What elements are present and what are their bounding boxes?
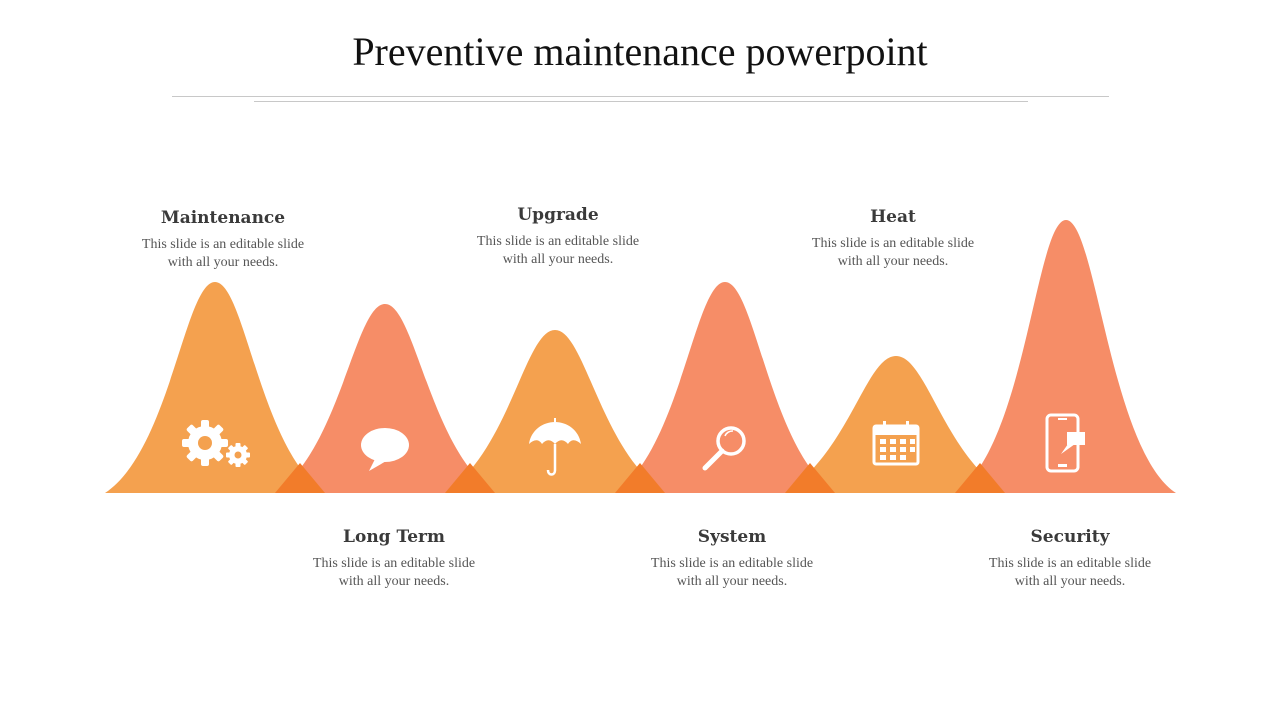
page-title: Preventive maintenance powerpoint <box>352 29 928 74</box>
item-system: System This slide is an editable slide w… <box>632 527 832 591</box>
item-security: Security This slide is an editable slide… <box>970 527 1170 591</box>
item-heading: Upgrade <box>517 205 599 225</box>
item-maintenance: Maintenance This slide is an editable sl… <box>123 208 323 272</box>
overlap-3 <box>615 463 665 493</box>
overlap-2 <box>445 463 495 493</box>
item-upgrade: Upgrade This slide is an editable slide … <box>458 205 658 269</box>
peak-system <box>615 282 835 493</box>
umbrella-icon <box>529 418 581 476</box>
item-heading: Maintenance <box>160 208 286 228</box>
mobile-chat-icon <box>1045 413 1085 473</box>
speech-bubble-icon <box>361 428 409 471</box>
peak-upgrade <box>445 330 665 493</box>
peak-maintenance <box>105 282 325 493</box>
peak-long-term <box>275 304 495 493</box>
item-description: This slide is an editable slide with all… <box>650 556 814 589</box>
title-divider <box>172 96 1109 97</box>
gears-icon <box>182 420 250 467</box>
item-description: This slide is an editable slide with all… <box>811 236 975 269</box>
title-divider-inner <box>254 101 1028 102</box>
overlap-1 <box>275 463 325 493</box>
overlap-4 <box>785 463 835 493</box>
overlap-5 <box>955 463 1005 493</box>
item-description: This slide is an editable slide with all… <box>988 556 1152 589</box>
item-heading: Long Term <box>343 527 445 547</box>
peak-security <box>955 220 1176 493</box>
item-description: This slide is an editable slide with all… <box>312 556 476 589</box>
item-long-term: Long Term This slide is an editable slid… <box>294 527 494 591</box>
magnifier-icon <box>702 426 746 471</box>
item-heat: Heat This slide is an editable slide wit… <box>793 207 993 271</box>
item-heading: Heat <box>870 207 916 227</box>
item-description: This slide is an editable slide with all… <box>141 237 305 270</box>
item-heading: System <box>697 527 767 547</box>
item-description: This slide is an editable slide with all… <box>476 234 640 267</box>
item-heading: Security <box>1030 527 1110 547</box>
calendar-icon <box>872 421 920 466</box>
